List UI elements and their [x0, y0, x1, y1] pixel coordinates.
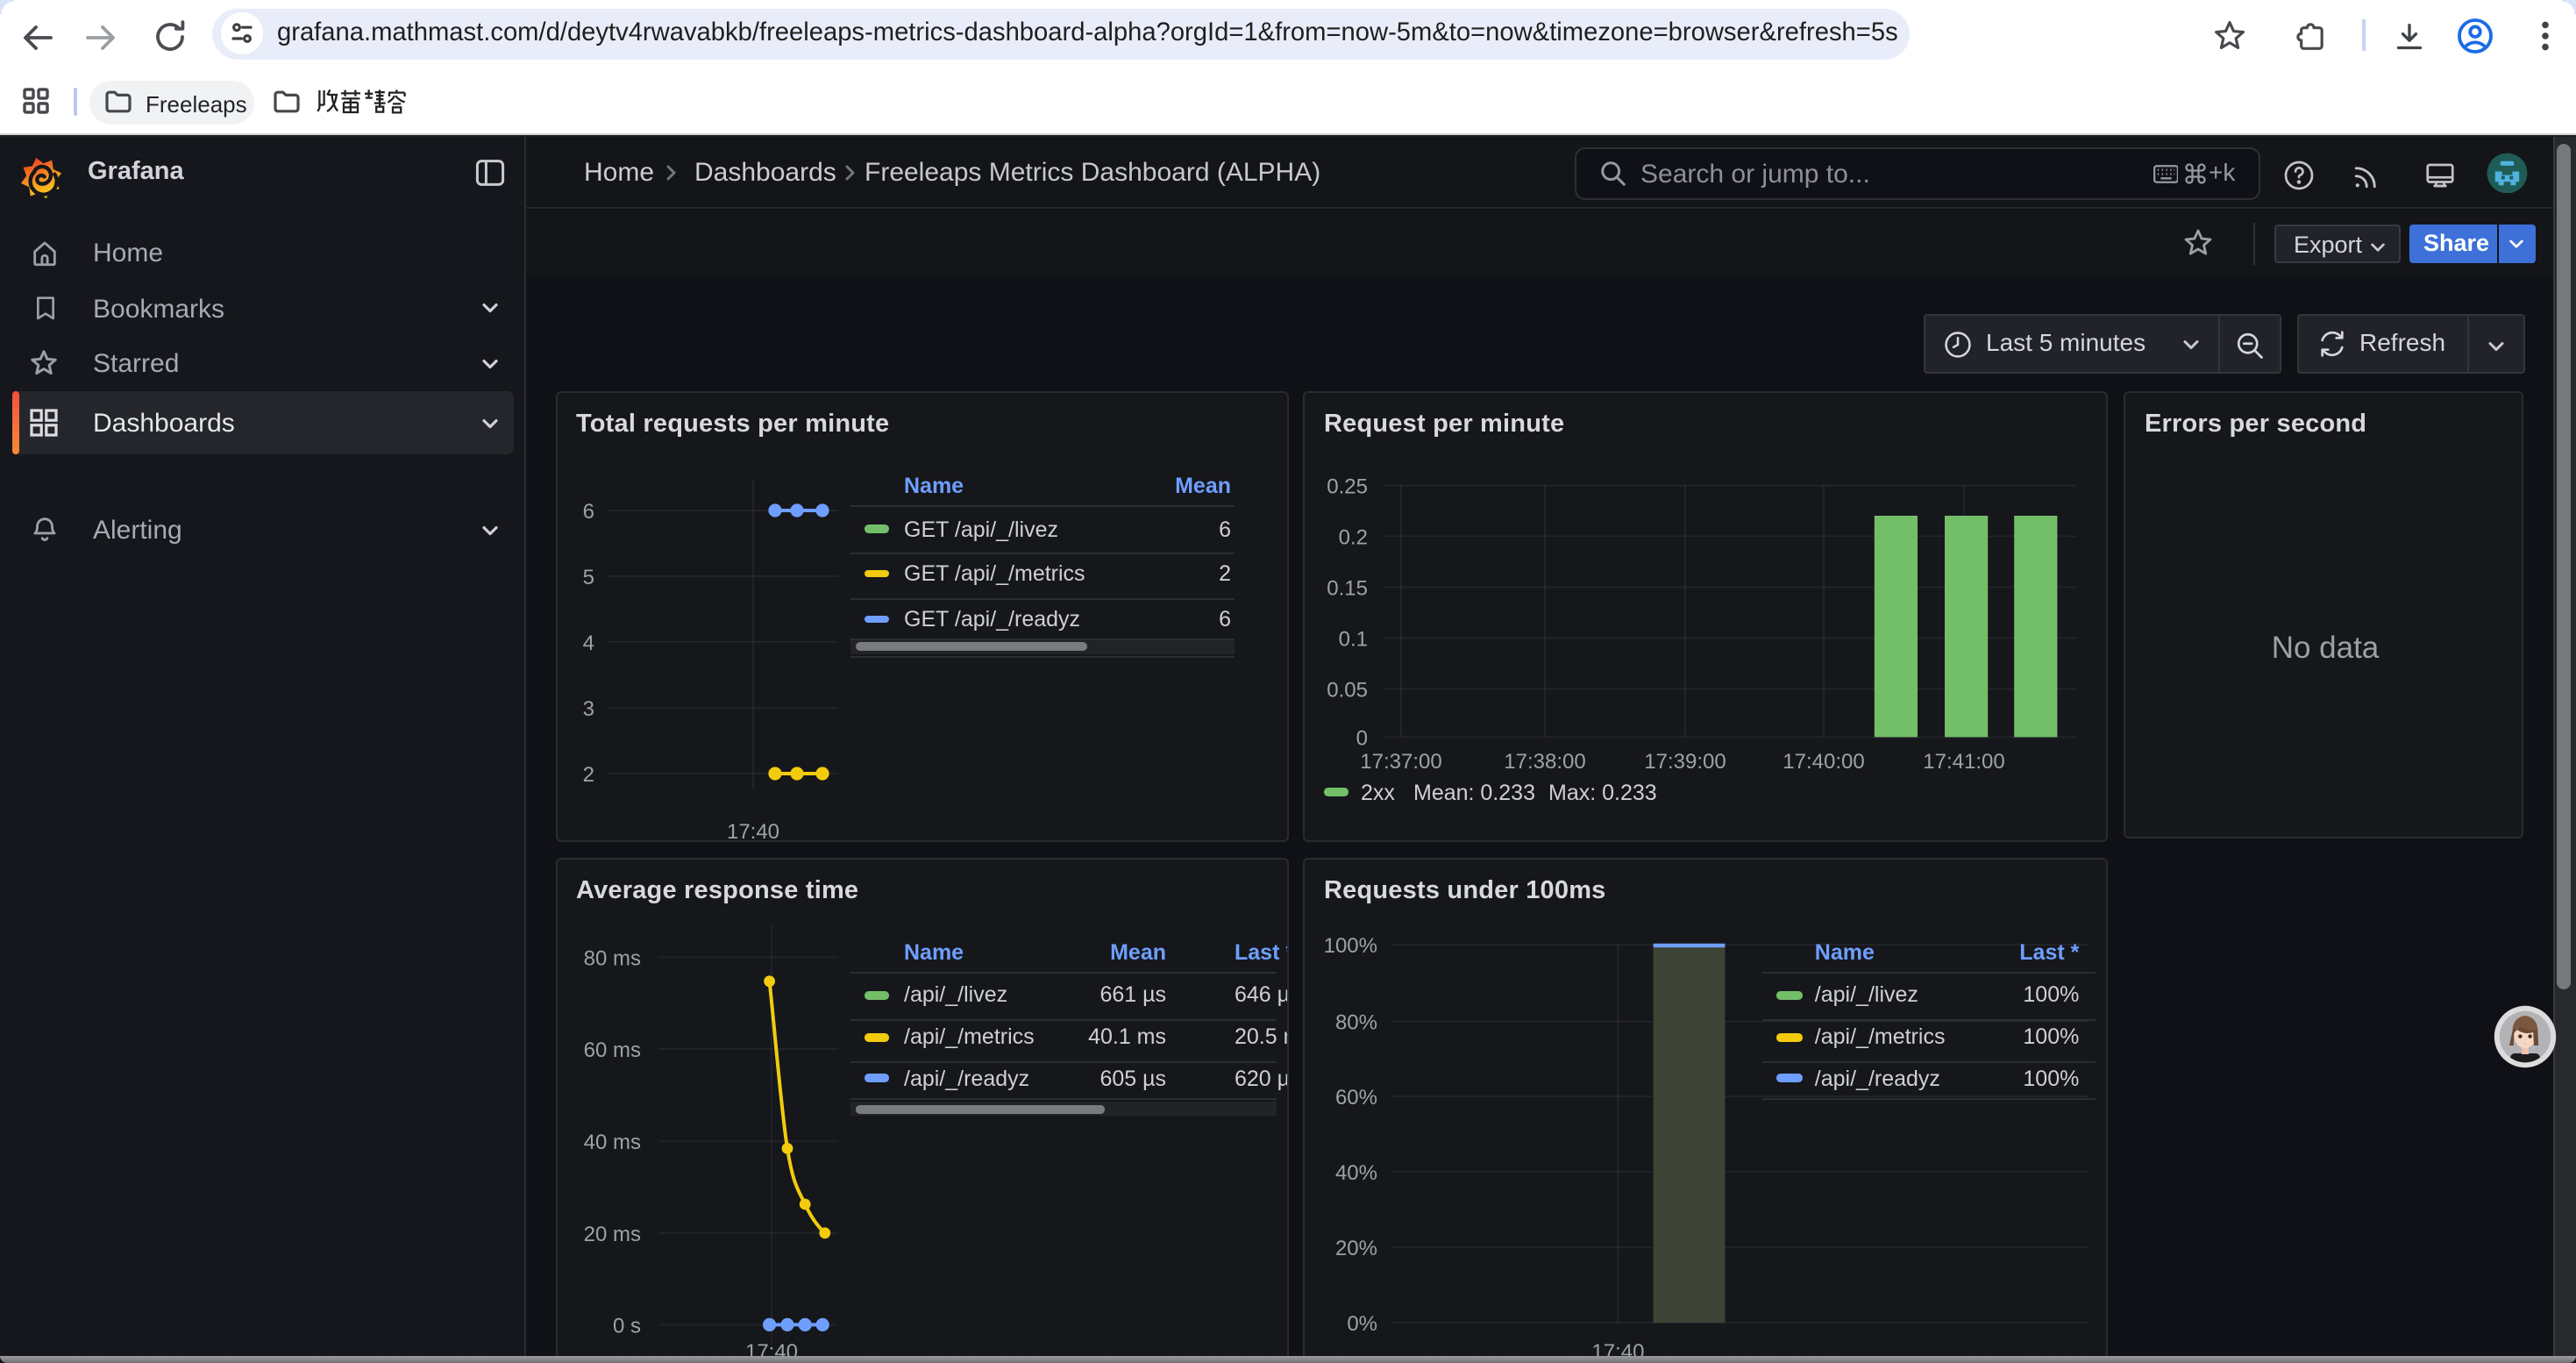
- svg-text:0.1: 0.1: [1339, 627, 1368, 651]
- svg-text:0.15: 0.15: [1327, 576, 1368, 600]
- svg-text:20 ms: 20 ms: [583, 1223, 640, 1246]
- svg-text:40%: 40%: [1335, 1161, 1377, 1185]
- svg-text:5: 5: [582, 566, 594, 589]
- svg-text:20%: 20%: [1335, 1237, 1377, 1260]
- svg-text:80 ms: 80 ms: [583, 946, 640, 970]
- svg-text:17:38:00: 17:38:00: [1504, 750, 1585, 774]
- svg-text:100%: 100%: [1324, 934, 1377, 958]
- svg-text:2: 2: [582, 763, 594, 787]
- svg-text:17:40: 17:40: [726, 820, 779, 840]
- svg-text:4: 4: [582, 632, 594, 655]
- svg-text:40 ms: 40 ms: [583, 1131, 640, 1154]
- svg-text:17:39:00: 17:39:00: [1644, 750, 1726, 774]
- svg-text:6: 6: [582, 500, 594, 524]
- svg-text:0.05: 0.05: [1327, 678, 1368, 702]
- svg-text:0%: 0%: [1347, 1312, 1377, 1336]
- svg-text:0: 0: [1356, 726, 1368, 750]
- svg-text:0.25: 0.25: [1327, 475, 1368, 499]
- svg-text:3: 3: [582, 697, 594, 721]
- svg-text:17:41:00: 17:41:00: [1923, 750, 2004, 774]
- svg-text:17:37:00: 17:37:00: [1360, 750, 1441, 774]
- svg-text:0.2: 0.2: [1339, 525, 1368, 549]
- svg-text:60 ms: 60 ms: [583, 1038, 640, 1062]
- svg-text:17:40:00: 17:40:00: [1783, 750, 1864, 774]
- svg-text:80%: 80%: [1335, 1011, 1377, 1035]
- svg-text:60%: 60%: [1335, 1086, 1377, 1110]
- svg-text:0 s: 0 s: [612, 1314, 640, 1338]
